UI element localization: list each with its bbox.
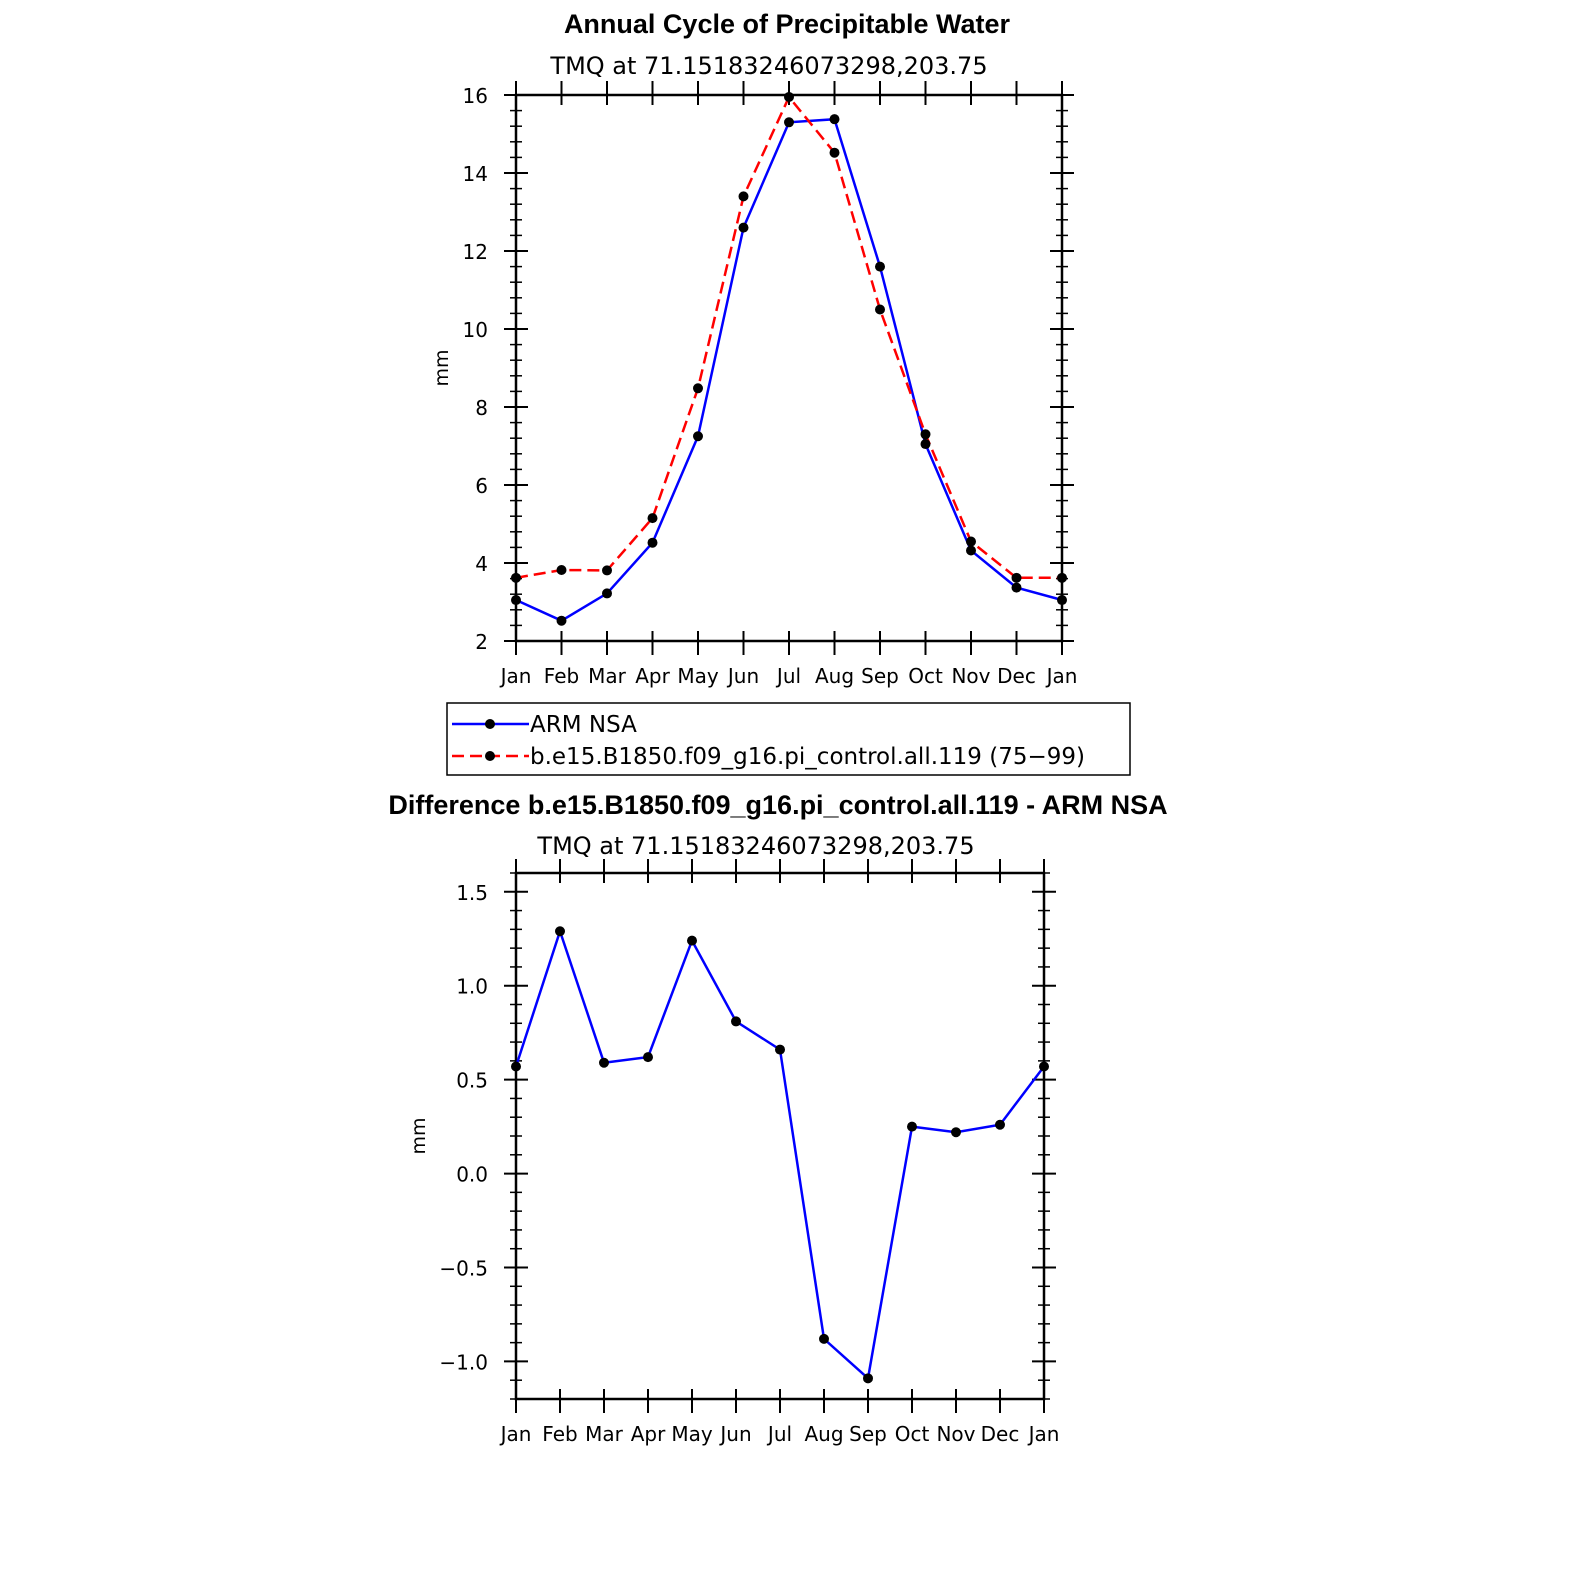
top-x-tick-label: Nov — [951, 664, 990, 688]
top-y-tick-label: 4 — [475, 552, 488, 576]
top-y-tick-label: 10 — [463, 318, 488, 342]
top-x-tick-label: Feb — [544, 664, 579, 688]
top-series-0-point — [1011, 582, 1022, 593]
bottom-x-tick-label: Aug — [804, 1422, 843, 1446]
bottom-series-0-point — [511, 1061, 521, 1072]
bottom-series-0-point — [731, 1016, 741, 1027]
top-series-0-line — [515, 117, 1063, 623]
annual-cycle-plot: Jan Feb Mar Apr May Jun Jul Aug Sep Oct Nov Dec Jan 2… — [463, 81, 1078, 688]
top-y-tick-label: 16 — [463, 84, 488, 108]
bottom-series-0-point — [1039, 1061, 1049, 1072]
top-x-tick-label: Mar — [588, 664, 627, 688]
top-x-tick-label: Oct — [908, 664, 943, 688]
top-series-0-point — [738, 222, 749, 233]
top-y-tick-label: 12 — [463, 240, 488, 264]
bottom-series-0-point — [907, 1121, 917, 1132]
top-series-1-point — [738, 191, 749, 202]
bottom-x-tick-label: Nov — [936, 1422, 975, 1446]
top-series-1-point — [784, 91, 794, 102]
top-series-1-line — [515, 94, 1062, 580]
y-axis-label: mm — [431, 349, 453, 386]
top-series-0-point — [511, 595, 521, 606]
diff-y-axis-label: mm — [408, 1117, 430, 1154]
top-series-0-point — [602, 588, 612, 599]
bottom-y-tick-label: −1.0 — [439, 1350, 488, 1374]
diff-chart-subtitle: TMQ at 71.15183246073298,203.75 — [536, 832, 974, 860]
top-series-0-point — [647, 537, 658, 548]
top-y-tick-label: 2 — [475, 630, 488, 654]
top-series-0-point — [829, 114, 840, 125]
bottom-x-tick-label: May — [671, 1422, 713, 1446]
bottom-x-tick-label: Apr — [631, 1422, 666, 1446]
bottom-x-tick-label: Oct — [895, 1422, 930, 1446]
top-x-tick-label: May — [677, 664, 719, 688]
bottom-y-tick-label: 1.5 — [456, 881, 488, 905]
bottom-series-0-point — [599, 1057, 609, 1068]
bottom-y-tick-label: 0.5 — [456, 1069, 488, 1093]
bottom-series-0-point — [775, 1044, 785, 1055]
top-series-1-point — [556, 565, 567, 576]
top-x-tick-label: Aug — [815, 664, 854, 688]
bottom-series-0-line — [514, 927, 1045, 1381]
bottom-y-tick-label: −0.5 — [439, 1257, 488, 1281]
bottom-y-tick-label: 1.0 — [456, 975, 488, 999]
bottom-x-tick-label: Jul — [766, 1422, 792, 1446]
top-series-1-point — [829, 147, 840, 158]
top-series-1-point — [1057, 572, 1067, 583]
top-x-tick-label: Jul — [775, 664, 801, 688]
top-y-tick-label: 8 — [475, 396, 488, 420]
top-series-0-point — [1057, 595, 1067, 606]
bottom-series-0-point — [555, 926, 565, 937]
bottom-x-tick-label: Dec — [981, 1422, 1020, 1446]
bottom-series-0-point — [863, 1373, 873, 1384]
bottom-series-0-point — [687, 935, 697, 946]
top-series-1-point — [875, 304, 885, 315]
chart-subtitle: TMQ at 71.15183246073298,203.75 — [549, 52, 987, 80]
top-series-1-point — [511, 572, 521, 583]
legend-marker-arm-nsa — [485, 719, 495, 729]
top-series-1-point — [966, 536, 976, 547]
bottom-plot-frame — [514, 871, 1046, 1401]
bottom-x-tick-label: Feb — [542, 1422, 577, 1446]
top-y-tick-label: 14 — [463, 162, 488, 186]
top-series-1-point — [602, 565, 612, 576]
bottom-y-tick-label: 0.0 — [456, 1163, 488, 1187]
diff-chart-title: Difference b.e15.B1850.f09_g16.pi_contro… — [388, 790, 1167, 820]
legend-label-model: b.e15.B1850.f09_g16.pi_control.all.119 (… — [530, 744, 1085, 770]
top-x-tick-label: Jun — [726, 664, 759, 688]
bottom-x-tick-label: Mar — [585, 1422, 624, 1446]
top-x-tick-label: Sep — [861, 664, 899, 688]
top-series-1-point — [693, 383, 703, 394]
legend-label-arm-nsa: ARM NSA — [530, 712, 637, 738]
bottom-x-tick-label: Jan — [499, 1422, 532, 1446]
top-x-tick-label: Apr — [635, 664, 670, 688]
top-series-0-point — [784, 117, 794, 128]
top-series-1-point — [647, 513, 658, 524]
bottom-x-tick-label: Jun — [718, 1422, 751, 1446]
top-x-tick-label: Jan — [1045, 664, 1078, 688]
bottom-x-tick-label: Sep — [849, 1422, 887, 1446]
bottom-series-0-point — [819, 1333, 829, 1344]
top-series-0-point — [693, 431, 703, 442]
top-series-0-point — [920, 439, 931, 450]
top-series-0-point — [966, 545, 976, 556]
top-x-tick-label: Dec — [997, 664, 1036, 688]
bottom-x-tick-label: Jan — [1027, 1422, 1060, 1446]
legend-box — [446, 702, 1131, 776]
top-series-1-point — [1011, 572, 1022, 583]
legend-marker-model — [485, 751, 495, 761]
legend: ARM NSA b.e15.B1850.f09_g16.pi_control.a… — [446, 702, 1131, 776]
bottom-series-0-point — [643, 1052, 653, 1063]
top-y-tick-label: 6 — [475, 474, 488, 498]
top-series-0-point — [556, 615, 567, 626]
chart-title: Annual Cycle of Precipitable Water — [564, 9, 1011, 39]
bottom-series-0-point — [995, 1119, 1005, 1130]
difference-plot: Jan Feb Mar Apr May Jun Jul Aug Sep Oct Nov Dec Jan −… — [439, 859, 1059, 1446]
top-series-1-point — [920, 429, 931, 440]
bottom-series-0-point — [951, 1127, 961, 1138]
top-x-tick-label: Jan — [499, 664, 532, 688]
top-series-0-point — [875, 261, 885, 272]
